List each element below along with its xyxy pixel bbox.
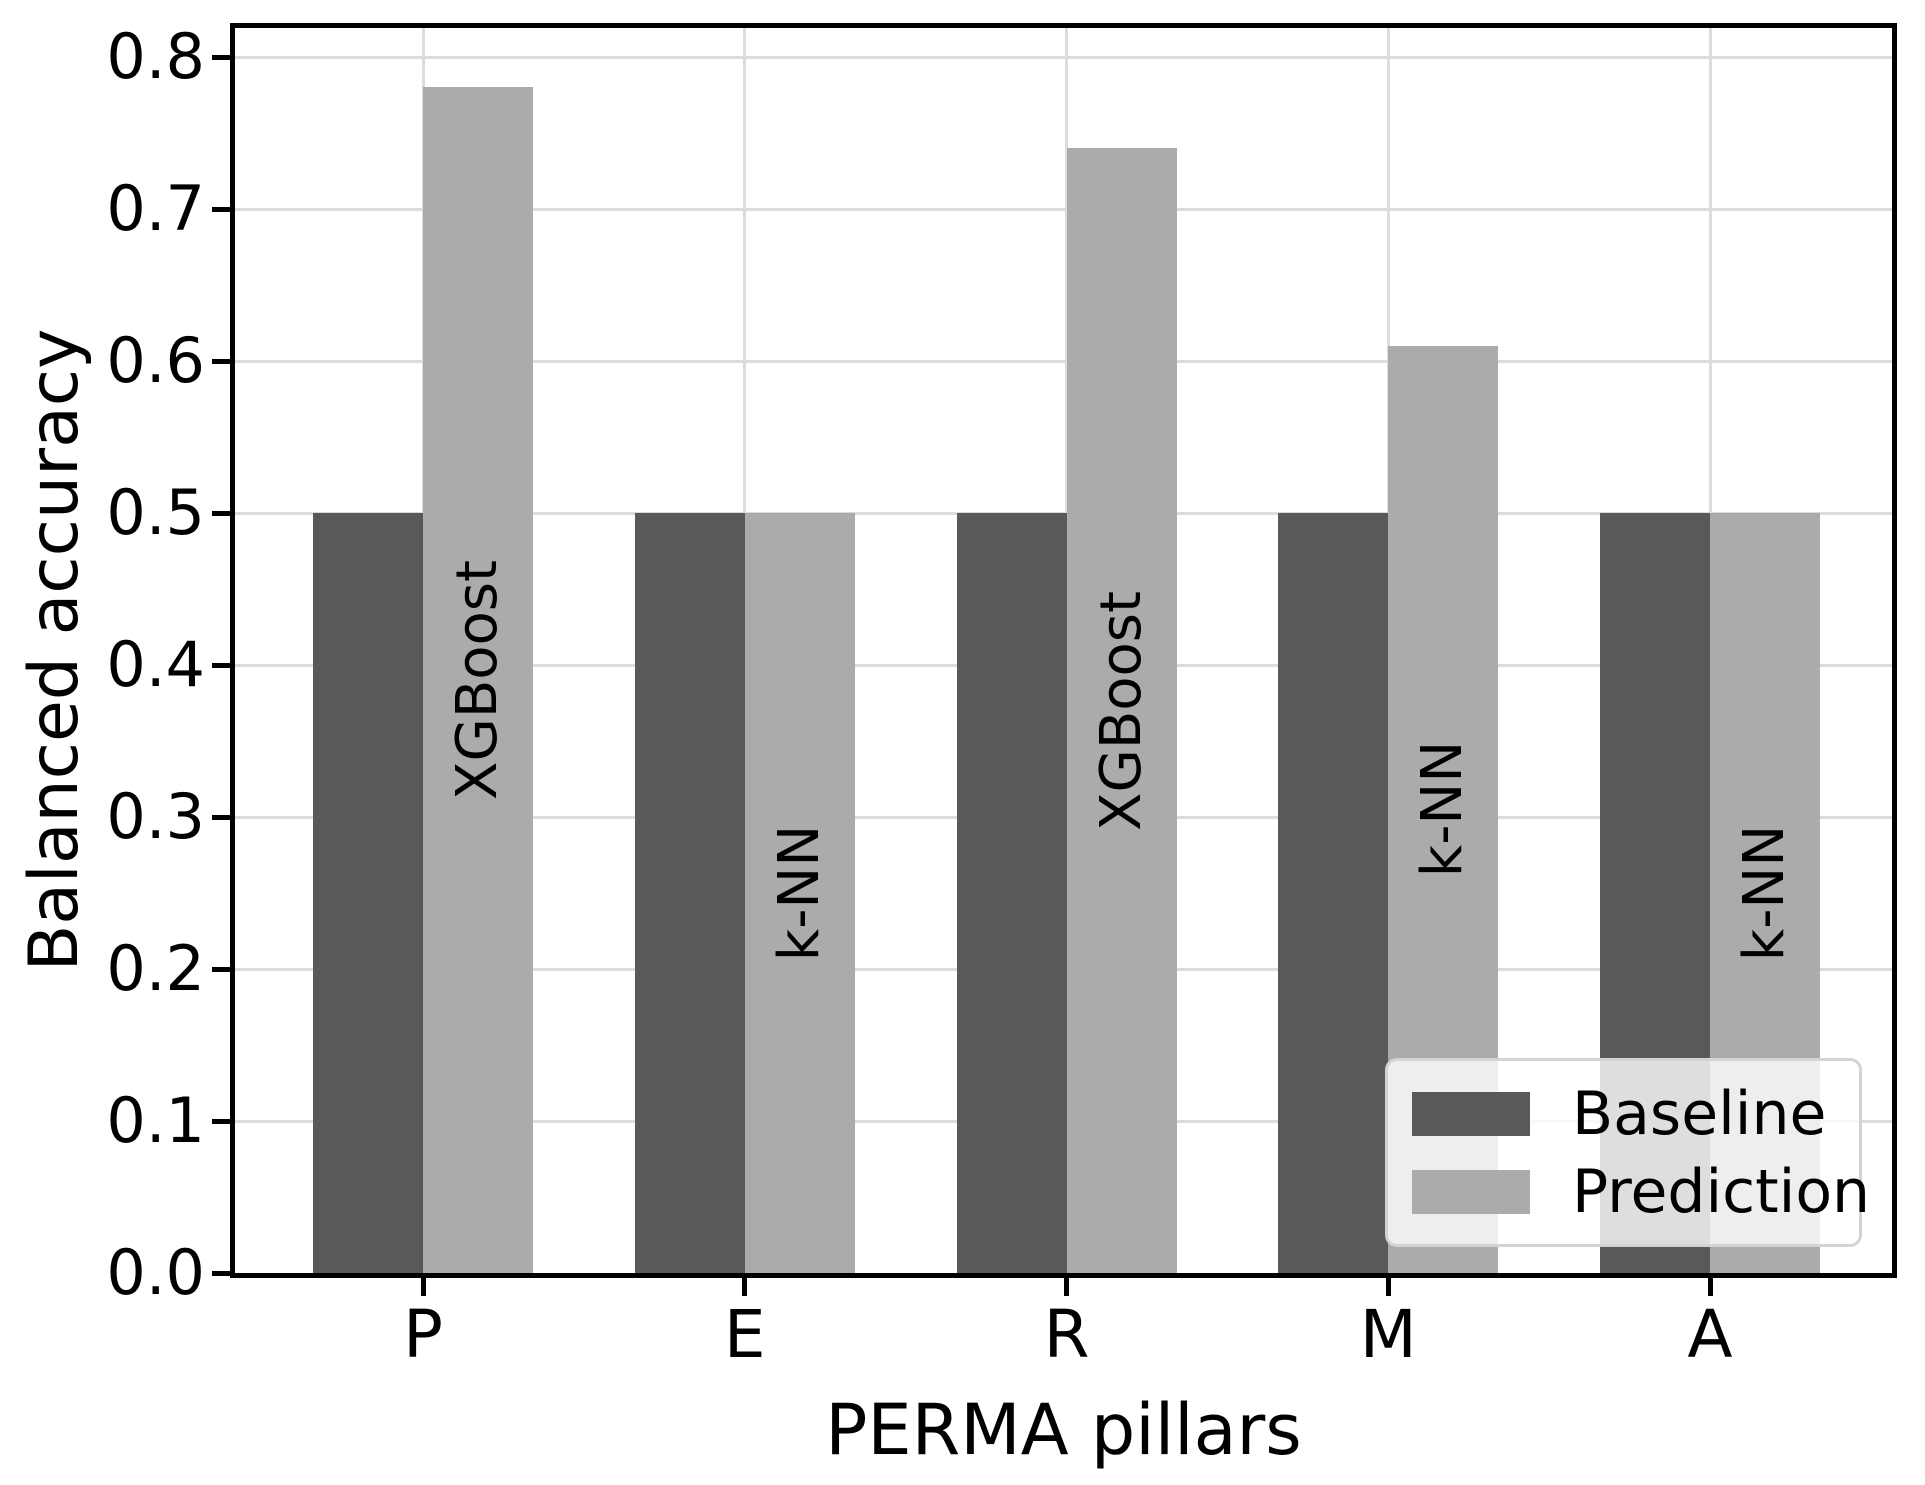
legend-entry-label: Prediction: [1572, 1156, 1871, 1227]
y-tick-mark: [212, 814, 230, 820]
legend-swatch-baseline: [1412, 1091, 1530, 1136]
y-gridline: [235, 207, 1892, 211]
bar-baseline-R: [956, 513, 1067, 1273]
bar-prediction-E: [744, 513, 855, 1273]
y-tick-label: 0.8: [106, 20, 205, 93]
y-tick-label: 0.1: [106, 1084, 205, 1157]
x-tick-label: P: [403, 1296, 443, 1373]
y-tick-mark: [212, 510, 230, 516]
bar-annotation-M: k-NN: [1410, 741, 1476, 878]
legend-swatch-prediction: [1412, 1169, 1530, 1214]
x-tick-mark: [1385, 1278, 1391, 1296]
y-tick-mark: [212, 1118, 230, 1124]
bar-annotation-A: k-NN: [1732, 824, 1797, 962]
bar-annotation-P: XGBoost: [445, 560, 510, 801]
y-tick-mark: [212, 206, 230, 212]
y-gridline: [235, 55, 1892, 59]
x-tick-mark: [742, 1278, 748, 1296]
y-tick-mark: [212, 1270, 230, 1276]
legend-entry-baseline: Baseline: [1388, 1082, 1859, 1146]
bar-baseline-P: [313, 513, 423, 1273]
bar-baseline-E: [634, 513, 745, 1273]
legend: Baseline Prediction: [1385, 1058, 1870, 1247]
plot-area: XGBoost k-NN XGBoost k-NN k-NN: [230, 23, 1897, 1278]
x-tick-label: M: [1359, 1296, 1417, 1373]
x-tick-mark: [420, 1278, 426, 1296]
y-tick-label: 0.6: [106, 324, 205, 397]
y-tick-mark: [212, 54, 230, 60]
bar-prediction-P: [423, 87, 533, 1273]
y-tick-label: 0.4: [106, 628, 205, 701]
y-tick-label: 0.5: [106, 476, 205, 549]
legend-entry-label: Baseline: [1572, 1078, 1827, 1149]
x-tick-mark: [1707, 1278, 1713, 1296]
x-tick-label: R: [1043, 1296, 1090, 1373]
legend-entry-prediction: Prediction: [1388, 1160, 1870, 1224]
y-tick-mark: [212, 662, 230, 668]
y-tick-label: 0.2: [106, 932, 205, 1005]
y-tick-label: 0.7: [106, 172, 205, 245]
x-tick-label: E: [723, 1296, 766, 1373]
y-tick-mark: [212, 358, 230, 364]
bar-baseline-M: [1278, 513, 1389, 1273]
y-tick-mark: [212, 966, 230, 972]
x-tick-mark: [1064, 1278, 1069, 1296]
y-tick-label: 0.3: [106, 780, 205, 853]
x-tick-label: A: [1687, 1296, 1733, 1373]
y-tick-label: 0.0: [106, 1236, 205, 1309]
bar-annotation-E: k-NN: [766, 824, 832, 962]
x-axis-label: PERMA pillars: [825, 1389, 1302, 1471]
y-gridline: [235, 359, 1892, 363]
bar-annotation-R: XGBoost: [1088, 590, 1154, 831]
bar-prediction-R: [1066, 148, 1177, 1273]
